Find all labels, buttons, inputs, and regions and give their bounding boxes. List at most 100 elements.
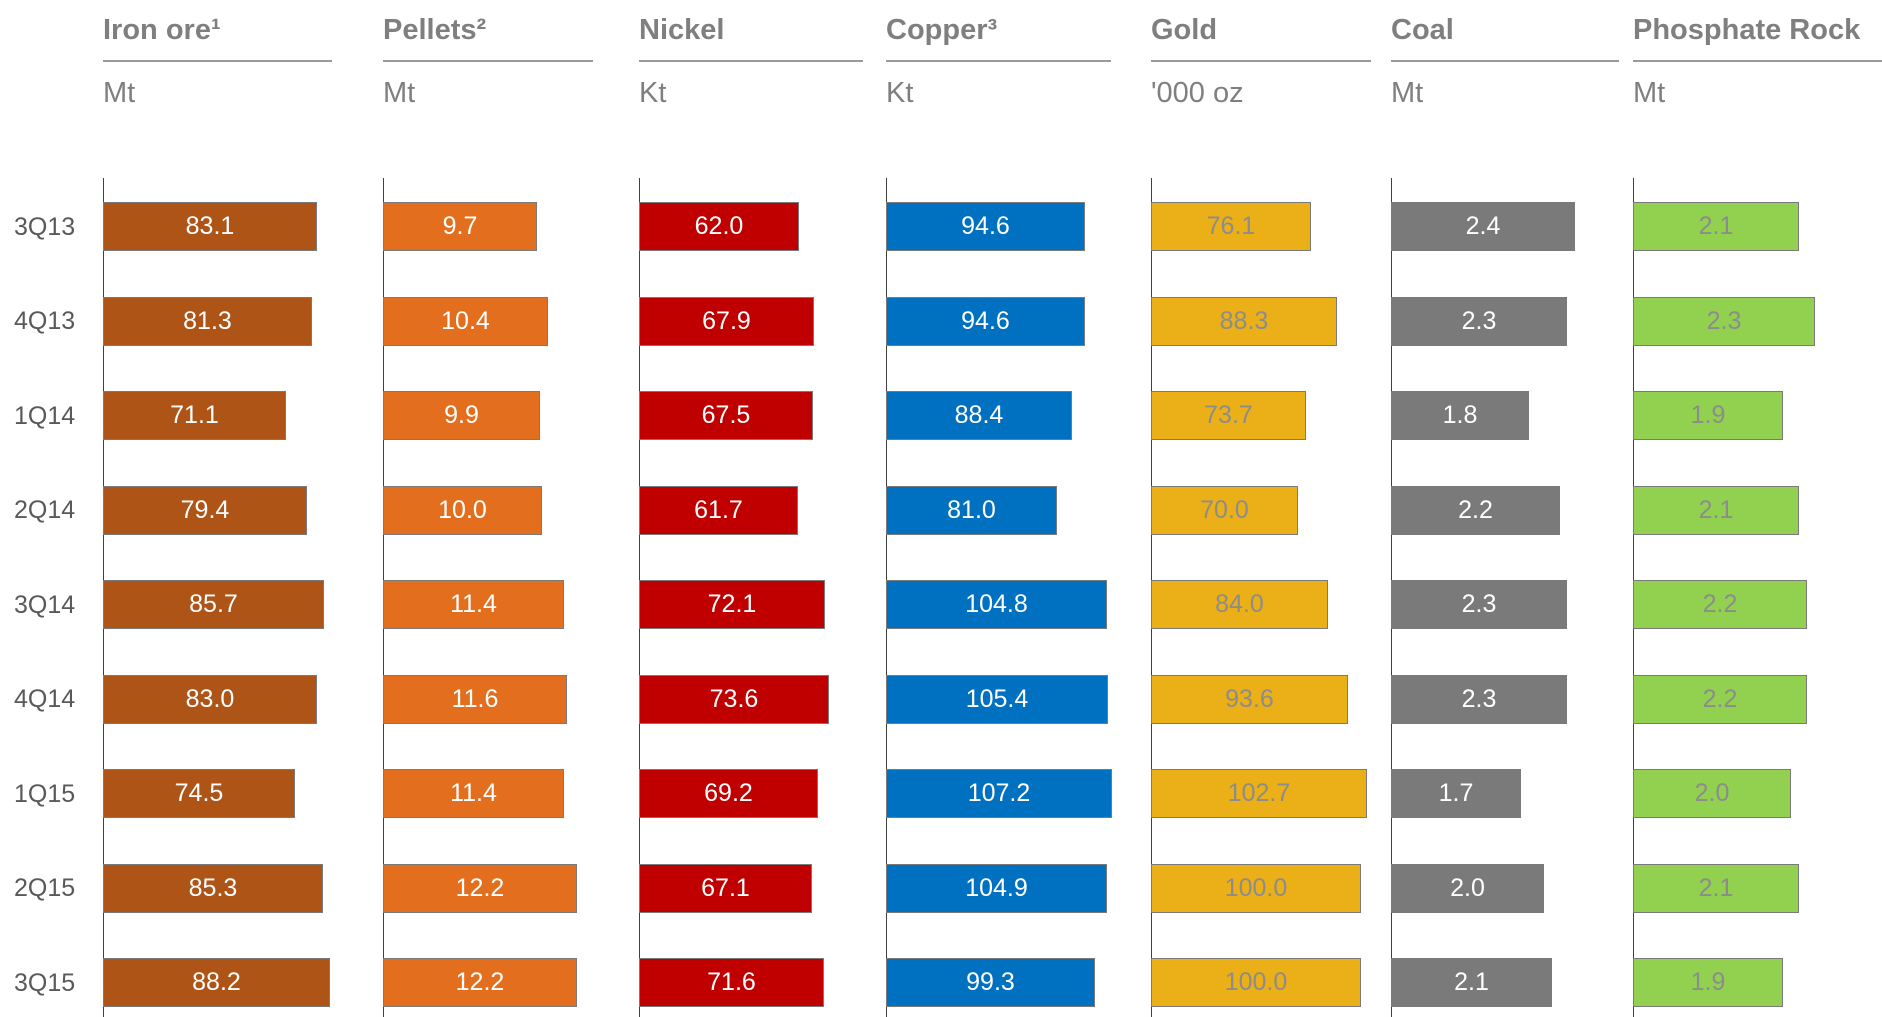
bar-data-label: 70.0 xyxy=(1200,495,1249,524)
bar-data-label: 85.3 xyxy=(188,873,238,902)
bar xyxy=(103,202,317,251)
bar-data-label: 93.6 xyxy=(1225,684,1274,713)
panel-title-rule xyxy=(886,60,1111,62)
bar-data-label: 76.1 xyxy=(1206,212,1256,240)
bar xyxy=(1151,674,1348,724)
bar-data-label: 1.9 xyxy=(1690,401,1726,429)
bar xyxy=(1151,296,1337,346)
bar-data-label: 9.7 xyxy=(442,212,478,240)
panel-title-rule xyxy=(639,60,863,62)
category-label: 1Q14 xyxy=(14,401,76,430)
bar xyxy=(886,863,1107,913)
bar-data-label: 62.0 xyxy=(694,212,744,240)
bar xyxy=(1151,580,1328,629)
bar-data-label: 100.0 xyxy=(1224,968,1288,996)
bar xyxy=(886,391,1072,440)
bar-data-label: 79.4 xyxy=(180,495,230,524)
category-label: 3Q13 xyxy=(14,212,76,241)
bar xyxy=(639,958,824,1007)
bar-data-label: 11.4 xyxy=(450,590,497,618)
bar xyxy=(1633,674,1807,724)
panel-unit-label: Mt xyxy=(103,77,136,109)
bar xyxy=(383,485,542,535)
bar xyxy=(383,391,540,440)
bar-data-label: 2.2 xyxy=(1702,590,1738,618)
bar-data-label: 83.1 xyxy=(185,212,235,240)
bar-data-label: 99.3 xyxy=(966,968,1015,996)
bar-data-label: 83.0 xyxy=(185,684,235,713)
bar-data-label: 94.6 xyxy=(961,212,1010,240)
bar-data-label: 67.5 xyxy=(701,401,751,429)
bar xyxy=(1633,580,1807,629)
panel-unit-label: Mt xyxy=(1391,77,1424,109)
bar-data-label: 81.0 xyxy=(947,495,996,524)
bar-data-label: 2.3 xyxy=(1461,306,1497,335)
bar-data-label: 84.0 xyxy=(1215,590,1264,618)
bar xyxy=(886,674,1108,724)
bar xyxy=(886,202,1085,251)
bar-data-label: 12.2 xyxy=(455,873,505,902)
bar-data-label: 2.3 xyxy=(1461,684,1497,713)
bar xyxy=(1391,674,1567,724)
bar-data-label: 10.0 xyxy=(438,495,487,524)
bar-data-label: 10.4 xyxy=(441,306,490,335)
bar xyxy=(383,296,548,346)
panel-title: Iron ore¹ xyxy=(103,14,221,46)
bar-data-label: 88.2 xyxy=(192,968,241,996)
bar xyxy=(639,296,814,346)
bar xyxy=(103,863,323,913)
panel-title-rule xyxy=(1151,60,1371,62)
bar xyxy=(639,674,829,724)
bar-data-label: 107.2 xyxy=(967,779,1031,807)
bar xyxy=(103,769,295,818)
bar-data-label: 67.9 xyxy=(702,306,751,335)
category-label: 3Q14 xyxy=(14,590,76,619)
bar xyxy=(639,485,798,535)
bar-data-label: 72.1 xyxy=(707,590,757,618)
bar-data-label: 1.9 xyxy=(1690,968,1726,996)
bar xyxy=(1633,391,1783,440)
category-label: 4Q14 xyxy=(14,685,76,713)
bar-data-label: 2.1 xyxy=(1698,873,1734,902)
bar xyxy=(1391,958,1552,1007)
panel-title: Nickel xyxy=(639,14,725,46)
bar xyxy=(886,958,1095,1007)
bar xyxy=(103,296,312,346)
panel-title: Coal xyxy=(1391,14,1454,46)
bar-data-label: 1.7 xyxy=(1438,779,1474,807)
bar xyxy=(383,863,577,913)
bar-data-label: 88.3 xyxy=(1219,306,1269,335)
bar-data-label: 88.4 xyxy=(954,401,1004,429)
bar xyxy=(639,202,799,251)
bar xyxy=(1391,863,1544,913)
bar xyxy=(1151,958,1361,1007)
bar xyxy=(383,958,577,1007)
bar-data-label: 81.3 xyxy=(183,306,232,335)
bar-data-label: 2.2 xyxy=(1458,495,1493,524)
panel-unit-label: '000 oz xyxy=(1151,77,1244,109)
bar xyxy=(103,674,317,724)
bar xyxy=(103,958,330,1007)
bar xyxy=(886,485,1057,535)
bar-data-label: 74.5 xyxy=(174,779,224,807)
bar xyxy=(103,580,324,629)
bar-data-label: 2.2 xyxy=(1702,684,1738,713)
bar-data-label: 2.1 xyxy=(1454,968,1489,996)
bar xyxy=(383,202,537,251)
bar xyxy=(1151,202,1311,251)
panel-title: Copper³ xyxy=(886,14,998,46)
bar xyxy=(1633,769,1791,818)
bar xyxy=(1633,863,1799,913)
bar xyxy=(383,674,567,724)
bar xyxy=(1633,202,1799,251)
bar-data-label: 94.6 xyxy=(961,306,1010,335)
panel-unit-label: Mt xyxy=(383,77,416,109)
category-label: 4Q13 xyxy=(14,307,76,335)
bar-data-label: 2.1 xyxy=(1698,495,1734,524)
bar xyxy=(886,580,1107,629)
bar xyxy=(1391,769,1521,818)
bar xyxy=(1151,863,1361,913)
bar xyxy=(639,391,813,440)
bar-data-label: 104.9 xyxy=(965,873,1028,902)
